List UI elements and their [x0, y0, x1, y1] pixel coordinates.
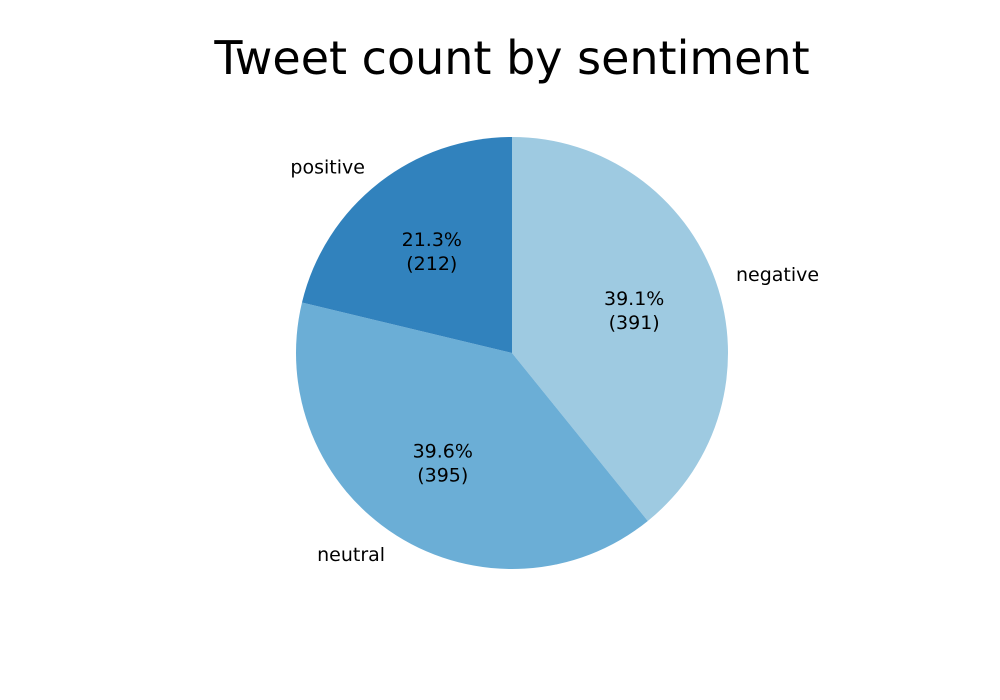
slice-count-negative: (391): [609, 312, 660, 334]
pie-slice-positive: [301, 137, 512, 353]
slice-count-neutral: (395): [417, 465, 468, 487]
slice-count-positive: (212): [406, 253, 457, 275]
slice-percent-negative: 39.1%: [604, 288, 664, 310]
slice-percent-positive: 21.3%: [402, 229, 462, 251]
pie-labels: negative 39.1%(391) neutral 39.6%(395) posit…: [290, 156, 819, 565]
slice-label-neutral: neutral: [317, 544, 385, 566]
slice-label-positive: positive: [290, 156, 365, 178]
slice-percent-neutral: 39.6%: [413, 441, 473, 463]
pie-slice-negative: [512, 137, 728, 521]
pie-slice-neutral: [296, 302, 648, 569]
slice-label-negative: negative: [736, 264, 819, 286]
chart-title: Tweet count by sentiment: [213, 31, 809, 85]
pie-slices: [296, 137, 728, 569]
